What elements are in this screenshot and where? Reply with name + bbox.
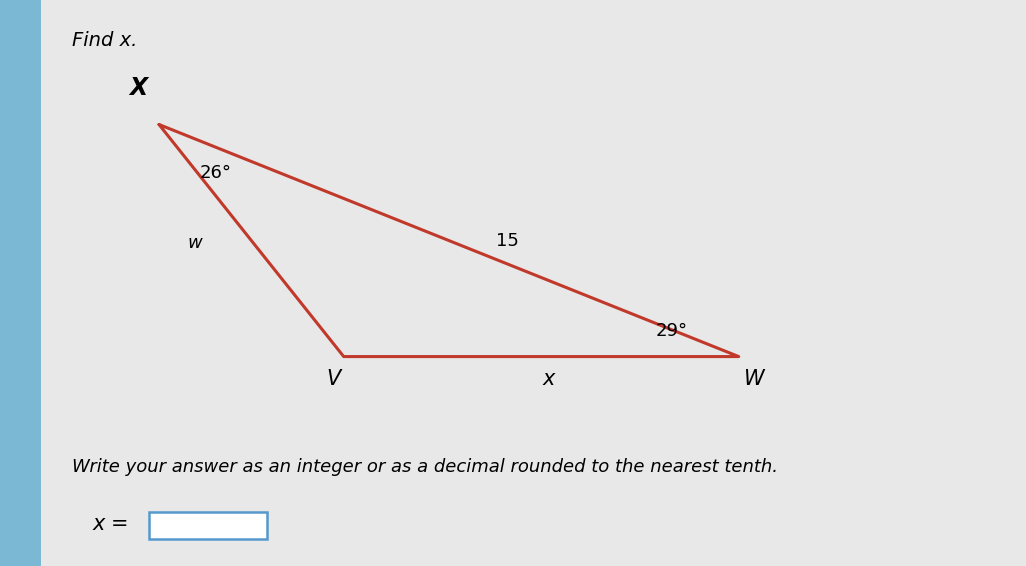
Text: Find x.: Find x. [72, 31, 137, 50]
Text: X: X [129, 76, 148, 100]
Text: 26°: 26° [199, 164, 232, 182]
Text: 15: 15 [497, 231, 519, 250]
Text: W: W [744, 369, 764, 389]
Text: x =: x = [92, 513, 135, 534]
FancyBboxPatch shape [149, 512, 267, 539]
Text: 29°: 29° [656, 322, 688, 340]
Text: Write your answer as an integer or as a decimal rounded to the nearest tenth.: Write your answer as an integer or as a … [72, 458, 778, 476]
Bar [0, 0, 41, 566]
Text: x: x [543, 369, 555, 389]
Text: V: V [326, 369, 341, 389]
Text: w: w [188, 234, 202, 252]
